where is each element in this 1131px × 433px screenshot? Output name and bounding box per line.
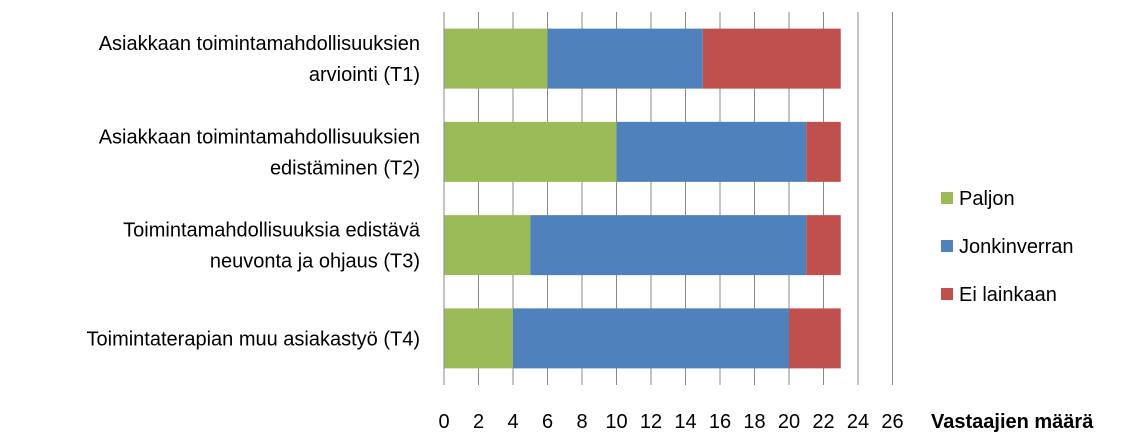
x-tick-label-26: 26 <box>881 411 903 433</box>
x-tick-labels: 0 2 4 6 8 10 12 14 16 18 20 22 24 26 <box>438 411 903 433</box>
x-tick-label-12: 12 <box>640 411 662 433</box>
bars <box>444 28 841 369</box>
bar-t3-jonkinverran <box>530 215 807 276</box>
bar-t4-jonkinverran <box>513 308 789 369</box>
x-tick-label-16: 16 <box>709 411 731 433</box>
category-label-t1-line2: arviointi (T1) <box>309 64 420 86</box>
x-tick-label-4: 4 <box>507 411 518 433</box>
category-label-t1-line1: Asiakkaan toimintamahdollisuuksien <box>99 33 420 55</box>
x-tick-label-8: 8 <box>576 411 587 433</box>
bar-t1-paljon <box>444 28 548 89</box>
x-tick-label-0: 0 <box>438 411 449 433</box>
bar-t4-paljon <box>444 308 513 369</box>
x-tick-label-18: 18 <box>743 411 765 433</box>
x-tick-label-14: 14 <box>674 411 696 433</box>
legend-swatch-jonkinverran <box>941 240 953 252</box>
bar-t3-ei-lainkaan <box>806 215 841 276</box>
legend-swatch-paljon <box>941 192 953 204</box>
bar-t4-ei-lainkaan <box>789 308 841 369</box>
bar-t2-jonkinverran <box>616 121 807 182</box>
category-label-t2-line1: Asiakkaan toimintamahdollisuuksien <box>99 126 420 148</box>
legend-swatch-ei-lainkaan <box>941 288 953 300</box>
bar-t1-ei-lainkaan <box>702 28 841 89</box>
legend: Paljon Jonkinverran Ei lainkaan <box>941 188 1074 306</box>
category-labels: Asiakkaan toimintamahdollisuuksien arvioi… <box>87 33 421 350</box>
bar-t2-paljon <box>444 121 617 182</box>
category-label-t2-line2: edistäminen (T2) <box>270 157 420 179</box>
legend-label-jonkinverran: Jonkinverran <box>959 236 1074 258</box>
bar-t3-paljon <box>444 215 531 276</box>
x-tick-label-22: 22 <box>812 411 834 433</box>
x-tick-label-6: 6 <box>542 411 553 433</box>
category-label-t4-line1: Toimintaterapian muu asiakastyö (T4) <box>87 328 420 350</box>
bar-t2-ei-lainkaan <box>806 121 841 182</box>
x-tick-label-2: 2 <box>473 411 484 433</box>
legend-label-paljon: Paljon <box>959 188 1015 210</box>
bar-t1-jonkinverran <box>547 28 703 89</box>
x-tick-label-20: 20 <box>778 411 800 433</box>
category-label-t3-line1: Toimintamahdollisuuksia edistävä <box>123 220 421 242</box>
category-label-t3-line2: neuvonta ja ohjaus (T3) <box>210 251 420 273</box>
x-axis-title: Vastaajien määrä <box>931 411 1094 433</box>
x-tick-label-10: 10 <box>605 411 627 433</box>
x-tick-label-24: 24 <box>847 411 869 433</box>
legend-label-ei-lainkaan: Ei lainkaan <box>959 284 1057 306</box>
